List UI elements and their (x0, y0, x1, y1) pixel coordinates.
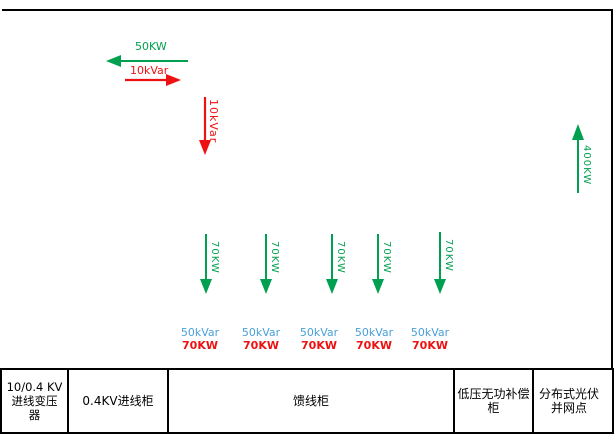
equipment-table: 10/0.4 KV 进线变压 器 0.4KV进线柜 馈线柜 低压无功补偿 柜 分… (0, 368, 614, 434)
feeder-kvar-label-2: 50kVar (241, 326, 281, 339)
table-cell-reactive-compensation-cabinet: 低压无功补偿 柜 (453, 370, 532, 432)
feeder-kw-label-3: 70KW (301, 339, 337, 352)
reactive-import-arrowhead (166, 74, 181, 86)
pv-output-kw-label: 400KW (581, 145, 592, 186)
grid-export-kw-label: 50KW (135, 40, 167, 53)
feeder-values-1: 50kVar 70KW (170, 326, 230, 352)
feeder-kw-vertical-label-4: 70KW (381, 241, 392, 274)
feeder-kw-vertical-label-5: 70KW (443, 239, 454, 272)
feeder-kw-label-5: 70KW (412, 339, 448, 352)
feeder-kw-vertical-label-3: 70KW (335, 241, 346, 274)
feeder-arrowhead-1 (200, 279, 212, 294)
feeder-values-3: 50kVar 70KW (289, 326, 349, 352)
feeder-kw-vertical-label-1: 70KW (209, 241, 220, 274)
feeder-kvar-label-1: 50kVar (180, 326, 220, 339)
feeder-values-4: 50kVar 70KW (344, 326, 404, 352)
feeder-kw-label-4: 70KW (356, 339, 392, 352)
transformer-reactive-arrowhead (199, 140, 211, 155)
reactive-import-kvar-label: 10kVar (130, 64, 169, 77)
feeder-kvar-label-4: 50kVar (354, 326, 394, 339)
transformer-reactive-kvar-label: 10kVar (207, 99, 220, 144)
feeder-arrowhead-4 (372, 279, 384, 294)
grid-export-arrowhead (106, 55, 121, 67)
feeder-kvar-label-5: 50kVar (410, 326, 450, 339)
table-cell-pv-grid-connection: 分布式光伏 并网点 (532, 370, 604, 432)
feeder-values-5: 50kVar 70KW (400, 326, 460, 352)
table-cell-feeder-cabinet: 馈线柜 (167, 370, 453, 432)
feeder-kvar-label-3: 50kVar (299, 326, 339, 339)
feeder-kw-vertical-label-2: 70KW (269, 241, 280, 274)
feeder-values-2: 50kVar 70KW (231, 326, 291, 352)
feeder-arrowhead-3 (326, 279, 338, 294)
pv-output-arrowhead (572, 124, 584, 140)
feeder-kw-label-2: 70KW (243, 339, 279, 352)
table-cell-incoming-cabinet: 0.4KV进线柜 (67, 370, 167, 432)
feeder-arrowhead-5 (434, 279, 446, 294)
feeder-kw-label-1: 70KW (182, 339, 218, 352)
table-cell-transformer: 10/0.4 KV 进线变压 器 (6, 380, 63, 422)
feeder-arrowhead-2 (260, 279, 272, 294)
